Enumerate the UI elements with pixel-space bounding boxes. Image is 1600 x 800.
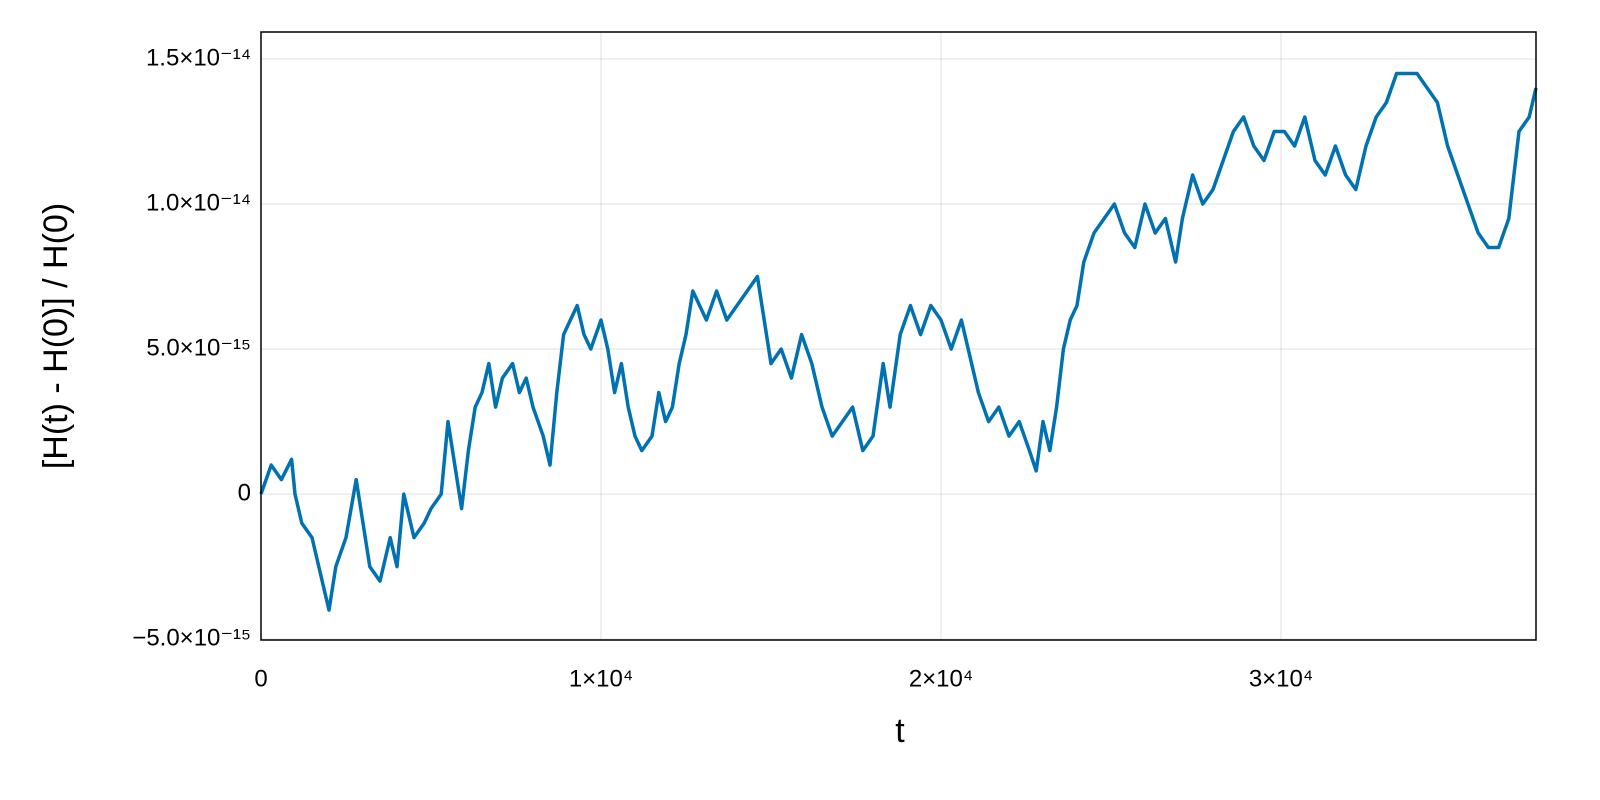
- data-line: [259, 71, 1538, 612]
- x-tick-label: 3×10⁴: [1249, 665, 1313, 692]
- x-tick-label: 1×10⁴: [569, 665, 633, 692]
- y-tick-label: 1.5×10⁻¹⁴: [146, 44, 251, 71]
- y-tick-label: 5.0×10⁻¹⁵: [146, 334, 251, 361]
- x-tick-label: 0: [254, 665, 267, 692]
- x-tick-label: 2×10⁴: [909, 665, 973, 692]
- x-axis-label: t: [895, 712, 905, 750]
- y-axis-label: [H(t) - H(0)] / H(0): [37, 203, 75, 469]
- plot-frame: [260, 31, 1537, 641]
- y-tick-label: −5.0×10⁻¹⁵: [132, 624, 251, 651]
- y-tick-label: 1.0×10⁻¹⁴: [146, 189, 251, 216]
- y-tick-label: 0: [238, 479, 251, 506]
